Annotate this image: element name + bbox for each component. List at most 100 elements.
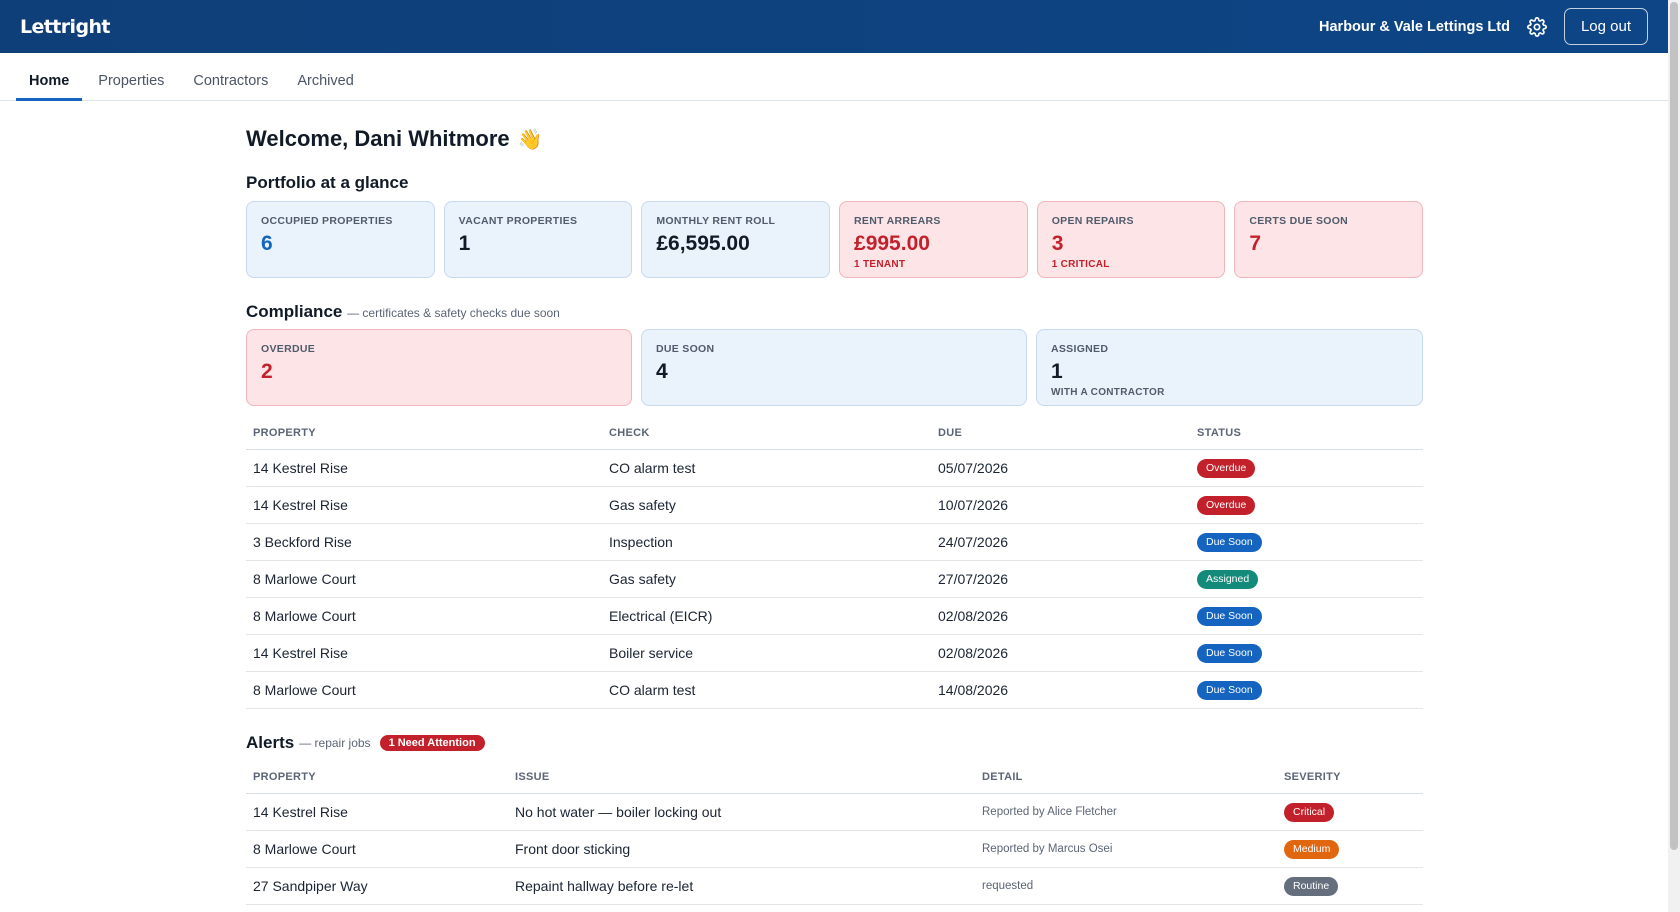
table-row[interactable]: 27 Sandpiper Way Repaint hallway before …: [246, 867, 1423, 905]
due-cell: 02/08/2026: [931, 634, 1190, 672]
detail-cell: Reported by Marcus Osei: [975, 830, 1277, 868]
dashboard-main: Welcome, Dani Whitmore 👋 Portfolio at a …: [246, 101, 1424, 905]
assigned-card[interactable]: ASSIGNED 1 WITH A CONTRACTOR: [1036, 329, 1423, 406]
property-cell: 27 Sandpiper Way: [246, 867, 508, 905]
property-cell: 14 Kestrel Rise: [246, 486, 602, 524]
vacant-properties-card[interactable]: VACANT PROPERTIES 1: [443, 201, 633, 278]
card-value: £6,595.00: [656, 232, 750, 255]
status-badge: Due Soon: [1197, 680, 1262, 700]
alerts-table: PROPERTY ISSUE DETAIL SEVERITY 14 Kestre…: [246, 761, 1423, 905]
table-row[interactable]: 8 Marlowe Court Front door sticking Repo…: [246, 830, 1423, 868]
status-cell: Overdue: [1190, 486, 1423, 524]
occupied-properties-card[interactable]: OCCUPIED PROPERTIES 6: [246, 201, 435, 278]
alerts-title: Alerts: [246, 732, 295, 752]
monthly-rent-roll-card[interactable]: MONTHLY RENT ROLL £6,595.00: [641, 201, 831, 278]
organisation-name: Harbour & Vale Lettings Ltd: [1319, 18, 1510, 35]
due-cell: 05/07/2026: [931, 449, 1190, 487]
tab-properties[interactable]: Properties: [98, 73, 165, 89]
check-cell: Boiler service: [602, 634, 931, 672]
compliance-heading: Compliance — certificates & safety check…: [246, 302, 1423, 322]
property-cell: 14 Kestrel Rise: [246, 449, 602, 487]
property-cell: 8 Marlowe Court: [246, 560, 602, 598]
status-cell: Due Soon: [1190, 634, 1423, 672]
column-header: ISSUE: [508, 761, 975, 794]
card-value: 4: [656, 360, 668, 383]
header-actions: Harbour & Vale Lettings Ltd Log out: [1319, 8, 1648, 45]
card-value: 6: [261, 232, 273, 255]
check-cell: Gas safety: [602, 560, 931, 598]
due-cell: 10/07/2026: [931, 486, 1190, 524]
check-cell: Electrical (EICR): [602, 597, 931, 635]
card-value: £995.00: [854, 232, 930, 255]
waving-hand-icon: 👋: [517, 128, 543, 151]
table-header-row: PROPERTY ISSUE DETAIL SEVERITY: [246, 761, 1423, 794]
page-scrollbar[interactable]: [1668, 0, 1680, 912]
status-badge: Overdue: [1197, 495, 1256, 515]
card-label: OPEN REPAIRS: [1051, 215, 1134, 227]
card-value: 2: [261, 360, 273, 383]
compliance-cards: OVERDUE 2 DUE SOON 4 ASSIGNED 1 WITH A C…: [246, 329, 1423, 406]
due-cell: 24/07/2026: [931, 523, 1190, 561]
status-cell: Due Soon: [1190, 597, 1423, 635]
issue-cell: Front door sticking: [508, 830, 975, 868]
card-label: VACANT PROPERTIES: [458, 215, 578, 227]
status-badge: Overdue: [1197, 458, 1256, 478]
table-row[interactable]: 8 Marlowe Court CO alarm test 14/08/2026…: [246, 671, 1423, 709]
column-header: STATUS: [1190, 417, 1423, 450]
status-badge: Due Soon: [1197, 643, 1262, 663]
certs-due-soon-card[interactable]: CERTS DUE SOON 7: [1234, 201, 1424, 278]
compliance-title: Compliance: [246, 302, 343, 321]
table-row[interactable]: 14 Kestrel Rise CO alarm test 05/07/2026…: [246, 449, 1423, 487]
column-header: DUE: [931, 417, 1190, 450]
severity-cell: Routine: [1277, 867, 1423, 905]
due-soon-card[interactable]: DUE SOON 4: [641, 329, 1027, 406]
brand-logo[interactable]: Lettright: [20, 15, 110, 38]
severity-badge: Critical: [1284, 803, 1335, 822]
table-row[interactable]: 14 Kestrel Rise Gas safety 10/07/2026 Ov…: [246, 486, 1423, 524]
compliance-subtitle: — certificates & safety checks due soon: [347, 306, 560, 320]
status-badge: Due Soon: [1197, 606, 1262, 626]
overdue-card[interactable]: OVERDUE 2: [246, 329, 632, 406]
portfolio-cards: OCCUPIED PROPERTIES 6 VACANT PROPERTIES …: [246, 201, 1424, 278]
scrollbar-thumb[interactable]: [1670, 2, 1678, 850]
property-cell: 8 Marlowe Court: [246, 671, 602, 709]
column-header: PROPERTY: [246, 761, 508, 794]
status-badge: Assigned: [1197, 569, 1259, 589]
card-label: DUE SOON: [656, 343, 715, 355]
rent-arrears-card[interactable]: RENT ARREARS £995.00 1 TENANT: [839, 201, 1028, 278]
property-cell: 14 Kestrel Rise: [246, 793, 508, 831]
table-row[interactable]: 3 Beckford Rise Inspection 24/07/2026 Du…: [246, 523, 1423, 561]
table-row[interactable]: 14 Kestrel Rise Boiler service 02/08/202…: [246, 634, 1423, 672]
tab-contractors[interactable]: Contractors: [193, 73, 269, 89]
check-cell: CO alarm test: [602, 671, 931, 709]
column-header: DETAIL: [975, 761, 1277, 794]
card-value: 1: [1051, 360, 1063, 383]
check-cell: CO alarm test: [602, 449, 931, 487]
welcome-text: Welcome, Dani Whitmore: [246, 126, 510, 151]
compliance-table: PROPERTY CHECK DUE STATUS 14 Kestrel Ris…: [246, 417, 1423, 709]
card-label: OVERDUE: [261, 343, 316, 355]
column-header: PROPERTY: [246, 417, 602, 450]
table-row[interactable]: 14 Kestrel Rise No hot water — boiler lo…: [246, 793, 1423, 831]
open-repairs-card[interactable]: OPEN REPAIRS 3 1 CRITICAL: [1036, 201, 1226, 278]
table-row[interactable]: 8 Marlowe Court Electrical (EICR) 02/08/…: [246, 597, 1423, 635]
main-nav-tabs: Home Properties Contractors Archived: [0, 53, 1668, 101]
issue-cell: Repaint hallway before re-let: [508, 867, 975, 905]
table-row[interactable]: 8 Marlowe Court Gas safety 27/07/2026 As…: [246, 560, 1423, 598]
status-cell: Assigned: [1190, 560, 1423, 598]
column-header: SEVERITY: [1277, 761, 1423, 794]
status-cell: Overdue: [1190, 449, 1423, 487]
status-badge: Due Soon: [1197, 532, 1262, 552]
property-cell: 14 Kestrel Rise: [246, 634, 602, 672]
status-cell: Due Soon: [1190, 523, 1423, 561]
tab-archived[interactable]: Archived: [297, 73, 354, 89]
card-note: 1 TENANT: [854, 259, 906, 270]
card-value: 1: [458, 232, 471, 255]
need-attention-badge: 1 Need Attention: [379, 734, 485, 751]
tab-home[interactable]: Home: [16, 53, 83, 101]
property-cell: 3 Beckford Rise: [246, 523, 602, 561]
card-note: WITH A CONTRACTOR: [1051, 387, 1165, 398]
logout-button[interactable]: Log out: [1563, 8, 1648, 45]
severity-badge: Routine: [1284, 877, 1339, 896]
gear-icon[interactable]: [1526, 16, 1548, 38]
